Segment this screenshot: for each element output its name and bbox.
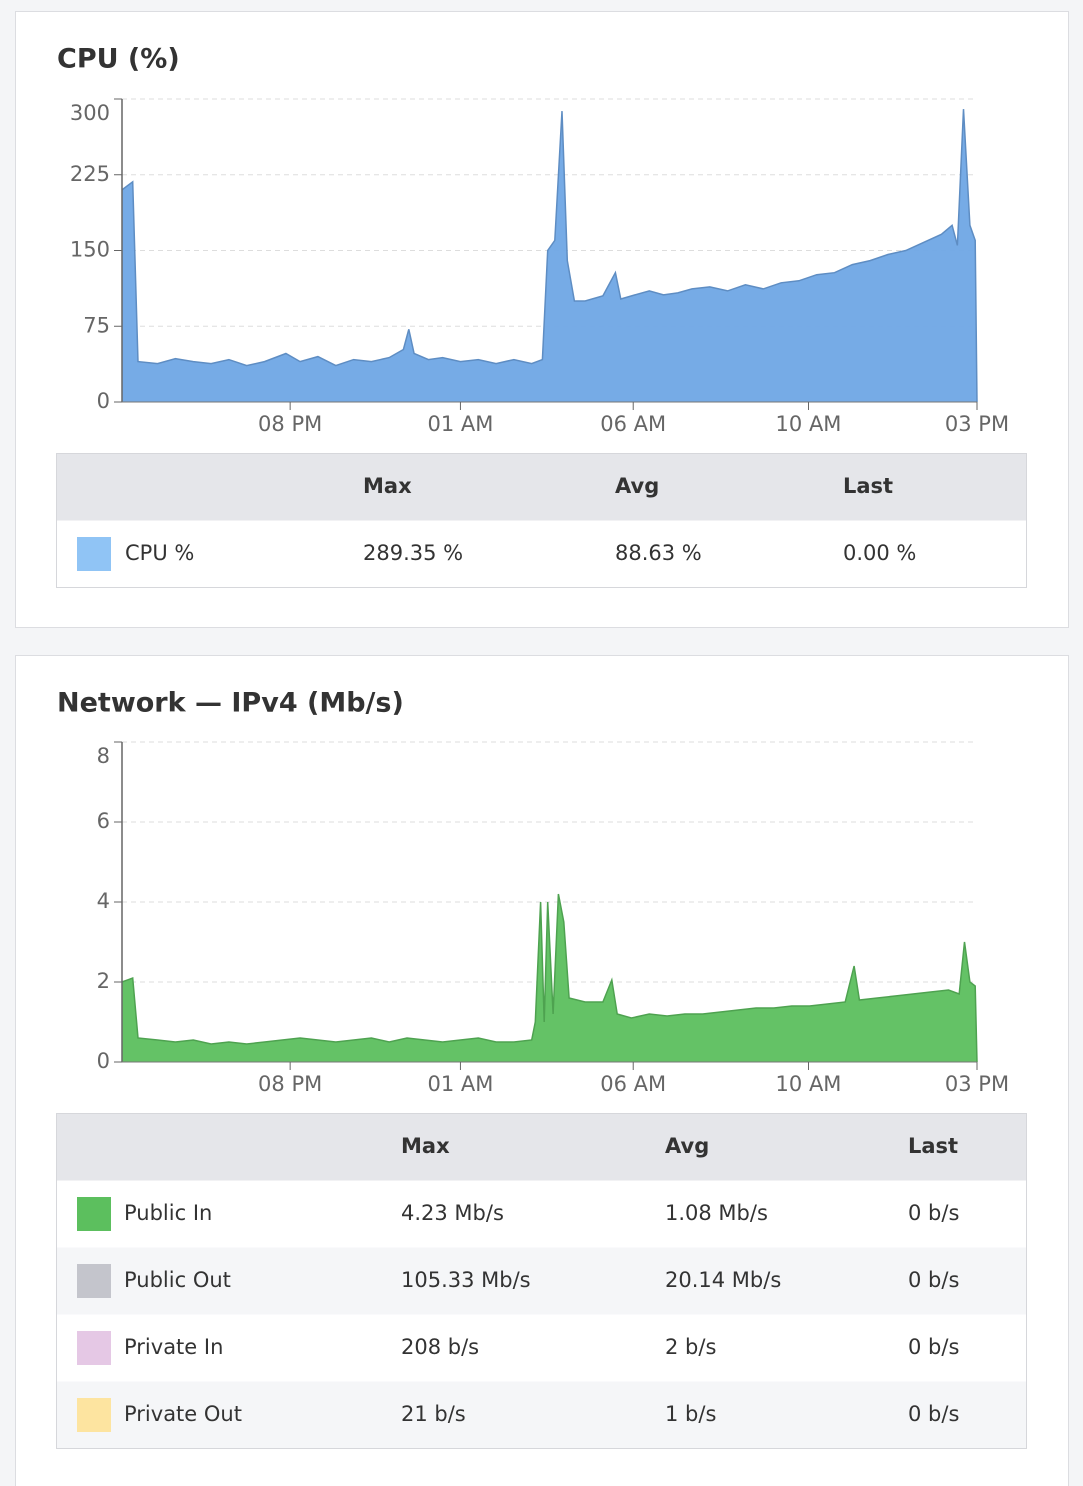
- area-line: [121, 893, 978, 1063]
- area: [122, 109, 977, 402]
- y-tick-label: 4: [97, 889, 110, 913]
- area: [122, 894, 977, 1062]
- cell: 21 b/s: [401, 1402, 466, 1426]
- table-row: [56, 520, 1027, 588]
- chart-title: CPU (%): [57, 44, 180, 75]
- y-tick-label: 300: [70, 101, 110, 125]
- y-tick-label: 225: [70, 162, 110, 186]
- y-tick-label: 75: [83, 313, 110, 337]
- x-tick-label: 06 AM: [600, 412, 666, 436]
- x-tick-label: 10 AM: [776, 412, 842, 436]
- x-tick-label: 01 AM: [427, 412, 493, 436]
- y-tick-label: 8: [97, 744, 110, 768]
- cell: 289.35 %: [363, 541, 463, 565]
- y-tick-label: 0: [97, 389, 110, 413]
- row-name: Private Out: [124, 1402, 242, 1426]
- cell: 20.14 Mb/s: [665, 1268, 781, 1292]
- table-row: [56, 1381, 1027, 1449]
- cell: 208 b/s: [401, 1335, 479, 1359]
- table-row: [56, 1180, 1027, 1248]
- y-tick-label: 6: [97, 809, 110, 833]
- x-tick-label: 01 AM: [427, 1072, 493, 1096]
- cell: 1.08 Mb/s: [665, 1201, 768, 1225]
- stats-table: Max Avg Last Public In 4.23 Mb/s 1.08 Mb/s 0 b…: [56, 1113, 1027, 1449]
- table-header: [56, 453, 1027, 521]
- row-name: Private In: [124, 1335, 223, 1359]
- legend-swatch: [77, 1398, 111, 1432]
- area-line: [121, 109, 978, 403]
- stats-table: Max Avg Last CPU % 289.35 % 88.63 % 0.00 %: [56, 453, 1027, 588]
- cell: 88.63 %: [615, 541, 702, 565]
- x-tick-label: 10 AM: [776, 1072, 842, 1096]
- legend-swatch: [77, 1264, 111, 1298]
- table-header: [56, 1113, 1027, 1181]
- cell: 0 b/s: [908, 1335, 959, 1359]
- table-border: [56, 453, 1027, 588]
- table-row: [56, 1314, 1027, 1382]
- row-name: Public Out: [124, 1268, 231, 1292]
- legend-swatch: [77, 1331, 111, 1365]
- x-tick-label: 08 PM: [258, 412, 322, 436]
- column-header: Avg: [665, 1134, 709, 1158]
- table-border: [56, 1113, 1027, 1449]
- cell: 2 b/s: [665, 1335, 716, 1359]
- column-header: Last: [843, 474, 893, 498]
- cell: 0 b/s: [908, 1201, 959, 1225]
- chart-title: Network — IPv4 (Mb/s): [57, 688, 404, 719]
- legend-swatch: [77, 1197, 111, 1231]
- x-tick-label: 08 PM: [258, 1072, 322, 1096]
- column-header: Last: [908, 1134, 958, 1158]
- cell: 0.00 %: [843, 541, 916, 565]
- row-name: CPU %: [125, 541, 194, 565]
- column-header: Avg: [615, 474, 659, 498]
- x-tick-label: 03 PM: [945, 412, 1009, 436]
- x-tick-label: 03 PM: [945, 1072, 1009, 1096]
- column-header: Max: [363, 474, 412, 498]
- x-tick-label: 06 AM: [600, 1072, 666, 1096]
- cell: 4.23 Mb/s: [401, 1201, 504, 1225]
- cell: 0 b/s: [908, 1402, 959, 1426]
- y-tick-label: 0: [97, 1049, 110, 1073]
- y-tick-label: 2: [97, 969, 110, 993]
- table-row: [56, 1247, 1027, 1315]
- cell: 0 b/s: [908, 1268, 959, 1292]
- column-header: Max: [401, 1134, 450, 1158]
- cell: 1 b/s: [665, 1402, 716, 1426]
- legend-swatch: [77, 537, 111, 571]
- row-name: Public In: [124, 1201, 212, 1225]
- y-tick-label: 150: [70, 238, 110, 262]
- cell: 105.33 Mb/s: [401, 1268, 531, 1292]
